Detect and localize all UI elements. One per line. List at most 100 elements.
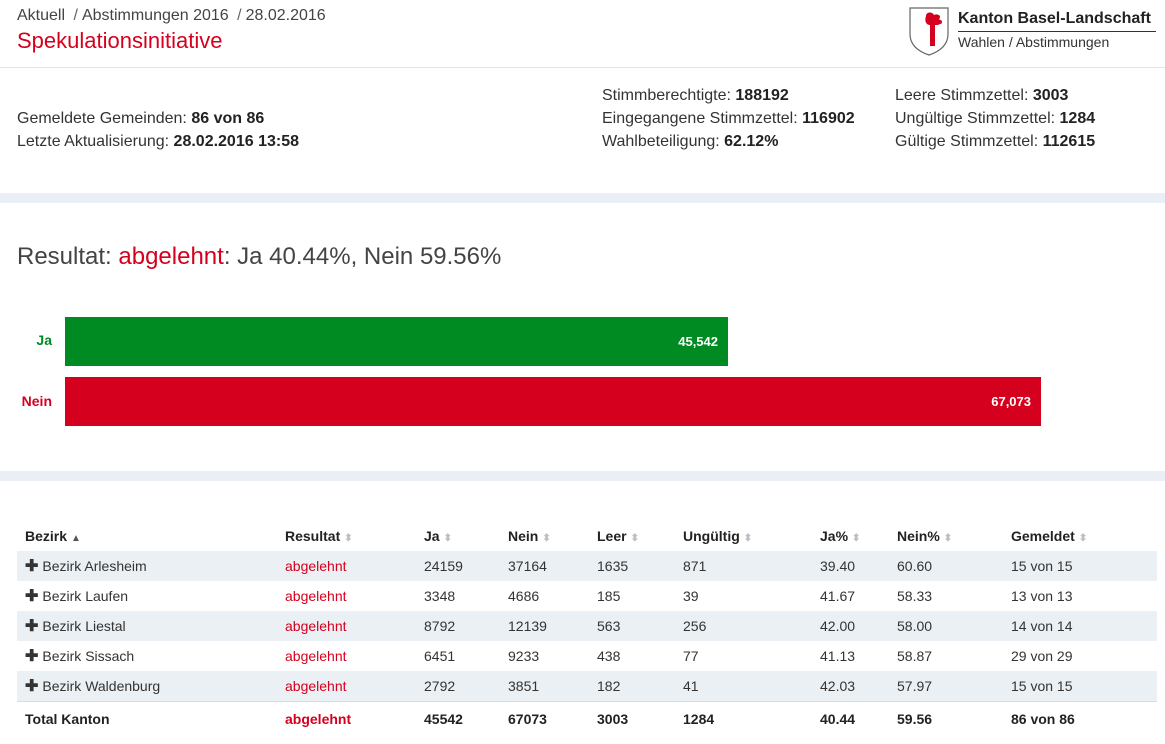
- result-percentages: : Ja 40.44%, Nein 59.56%: [223, 243, 502, 270]
- ja-bar-label: Ja: [36, 332, 52, 348]
- sort-icon: ⬍: [743, 533, 753, 544]
- col-header-ungueltig[interactable]: Ungültig ⬍: [683, 528, 753, 544]
- cell-ja: 8792: [416, 611, 500, 641]
- stat-gemeinden: Gemeldete Gemeinden: 86 von 86: [17, 110, 264, 128]
- result-status: abgelehnt: [118, 243, 224, 270]
- cell-nein-pct: 58.87: [897, 648, 933, 664]
- brand-divider: [958, 31, 1156, 32]
- cell-nein: 37164: [500, 551, 589, 581]
- sort-icon: ⬍: [852, 533, 861, 544]
- total-resultat: abgelehnt: [277, 700, 416, 737]
- expand-plus-icon[interactable]: ✚: [25, 618, 39, 635]
- col-header-ja[interactable]: Ja ⬍: [424, 528, 452, 544]
- cell-bezirk[interactable]: ✚ Bezirk Arlesheim: [17, 551, 277, 581]
- stat-gemeinden-value: 86 von 86: [191, 110, 265, 127]
- col-header-resultat[interactable]: Resultat ⬍: [285, 528, 353, 544]
- breadcrumb-aktuell[interactable]: Aktuell: [17, 7, 66, 24]
- col-header-nein-pct[interactable]: Nein% ⬍: [897, 528, 953, 544]
- cell-leer: 182: [589, 671, 675, 701]
- ja-bar: 45,542: [65, 317, 728, 366]
- cell-bezirk[interactable]: ✚ Bezirk Laufen: [25, 588, 129, 605]
- cell-nein: 9233: [508, 648, 540, 664]
- result-summary: Resultat: abgelehnt: Ja 40.44%, Nein 59.…: [17, 243, 501, 271]
- results-table: Bezirk ▲ Resultat ⬍ Ja ⬍ Nein ⬍ Leer ⬍ Ungült…: [17, 521, 1157, 737]
- stat-eingegangene: Eingegangene Stimmzettel: 116902: [602, 110, 855, 128]
- expand-plus-icon[interactable]: ✚: [25, 558, 39, 575]
- table-row[interactable]: ✚ Bezirk Liestal abgelehnt 8792 12139 563…: [17, 611, 1157, 641]
- cell-leer: 185: [597, 588, 621, 604]
- stat-aktualisierung-label: Letzte Aktualisierung:: [17, 133, 170, 150]
- sort-icon: ⬍: [943, 533, 953, 544]
- cell-ungueltig: 256: [675, 611, 812, 641]
- col-header-leer[interactable]: Leer ⬍: [597, 528, 639, 544]
- stat-leere-label: Leere Stimmzettel:: [895, 87, 1029, 104]
- sort-ascending-icon: ▲: [71, 533, 81, 544]
- stat-stimmberechtigte-value: 188192: [735, 87, 789, 104]
- sort-icon: ⬍: [443, 533, 452, 544]
- total-ja-pct: 40.44: [812, 700, 889, 737]
- stat-gueltige: Gültige Stimmzettel: 112615: [895, 133, 1095, 151]
- stat-aktualisierung: Letzte Aktualisierung: 28.02.2016 13:58: [17, 133, 299, 151]
- cell-ungueltig: 871: [675, 551, 812, 581]
- cell-nein-pct: 60.60: [889, 551, 1003, 581]
- cell-ja-pct: 39.40: [812, 551, 889, 581]
- cell-gemeldet: 15 von 15: [1003, 671, 1157, 701]
- total-ungueltig: 1284: [675, 700, 812, 737]
- cell-resultat: abgelehnt: [285, 588, 347, 604]
- cell-nein: 3851: [500, 671, 589, 701]
- cell-ungueltig: 41: [675, 671, 812, 701]
- cell-leer: 1635: [589, 551, 675, 581]
- cell-ja: 3348: [424, 588, 456, 604]
- cell-resultat: abgelehnt: [277, 611, 416, 641]
- breadcrumb: Aktuell / Abstimmungen 2016 /28.02.2016: [17, 7, 326, 25]
- stats-panel: Gemeldete Gemeinden: 86 von 86 Letzte Ak…: [0, 0, 1165, 193]
- cell-ja-pct: 41.13: [820, 648, 856, 664]
- cell-bezirk[interactable]: ✚ Bezirk Liestal: [17, 611, 277, 641]
- page-title: Spekulationsinitiative: [17, 28, 223, 53]
- table-total-row: Total Kanton abgelehnt 45542 67073 3003 …: [17, 700, 1157, 737]
- stat-ungueltige-value: 1284: [1059, 110, 1096, 127]
- total-nein-pct: 59.56: [889, 700, 1003, 737]
- breadcrumb-date[interactable]: 28.02.2016: [245, 7, 326, 24]
- cell-nein-pct: 58.33: [897, 588, 933, 604]
- nein-bar-label: Nein: [21, 393, 52, 409]
- header: Aktuell / Abstimmungen 2016 /28.02.2016 S…: [0, 0, 1165, 68]
- table-row[interactable]: ✚ Bezirk Sissach abgelehnt 6451 9233 438 …: [17, 641, 1157, 671]
- cell-leer: 438: [597, 648, 621, 664]
- cell-ungueltig: 77: [683, 648, 699, 664]
- col-header-bezirk[interactable]: Bezirk ▲: [25, 528, 81, 544]
- cell-ja-pct: 42.00: [812, 611, 889, 641]
- stat-eingegangene-label: Eingegangene Stimmzettel:: [602, 110, 798, 127]
- sort-icon: ⬍: [344, 533, 353, 544]
- cell-bezirk[interactable]: ✚ Bezirk Waldenburg: [17, 671, 277, 701]
- expand-plus-icon[interactable]: ✚: [25, 588, 39, 605]
- total-leer: 3003: [589, 700, 675, 737]
- sort-icon: ⬍: [1078, 533, 1088, 544]
- cell-gemeldet: 15 von 15: [1003, 551, 1157, 581]
- total-bezirk: Total Kanton: [17, 700, 277, 737]
- cell-ja: 24159: [416, 551, 500, 581]
- cell-gemeldet: 29 von 29: [1011, 648, 1073, 664]
- stat-eingegangene-value: 116902: [802, 110, 855, 127]
- expand-plus-icon[interactable]: ✚: [25, 677, 39, 695]
- cell-ja-pct: 42.03: [812, 671, 889, 701]
- expand-plus-icon[interactable]: ✚: [25, 648, 39, 665]
- breadcrumb-abstimmungen-2016[interactable]: Abstimmungen 2016: [81, 7, 229, 24]
- table-row[interactable]: ✚ Bezirk Arlesheim abgelehnt 24159 37164 …: [17, 551, 1157, 581]
- nein-bar: 67,073: [65, 377, 1041, 426]
- col-header-nein[interactable]: Nein ⬍: [508, 528, 551, 544]
- section-divider: [0, 193, 1165, 203]
- result-prefix: Resultat:: [17, 243, 119, 270]
- total-gemeldet: 86 von 86: [1003, 700, 1157, 737]
- table-row[interactable]: ✚ Bezirk Waldenburg abgelehnt 2792 3851 1…: [17, 671, 1157, 701]
- table-row[interactable]: ✚ Bezirk Laufen abgelehnt 3348 4686 185 3…: [17, 581, 1157, 611]
- cell-ungueltig: 39: [683, 588, 699, 604]
- brand-logo[interactable]: Kanton Basel-Landschaft Wahlen / Abstimm…: [908, 6, 1158, 56]
- cell-bezirk[interactable]: ✚ Bezirk Sissach: [25, 648, 135, 665]
- section-divider: [0, 471, 1165, 481]
- stat-leere: Leere Stimmzettel: 3003: [895, 87, 1068, 105]
- col-header-gemeldet[interactable]: Gemeldet ⬍: [1011, 528, 1088, 544]
- stat-gemeinden-label: Gemeldete Gemeinden:: [17, 110, 187, 127]
- col-header-ja-pct[interactable]: Ja% ⬍: [820, 528, 861, 544]
- cell-gemeldet: 14 von 14: [1003, 611, 1157, 641]
